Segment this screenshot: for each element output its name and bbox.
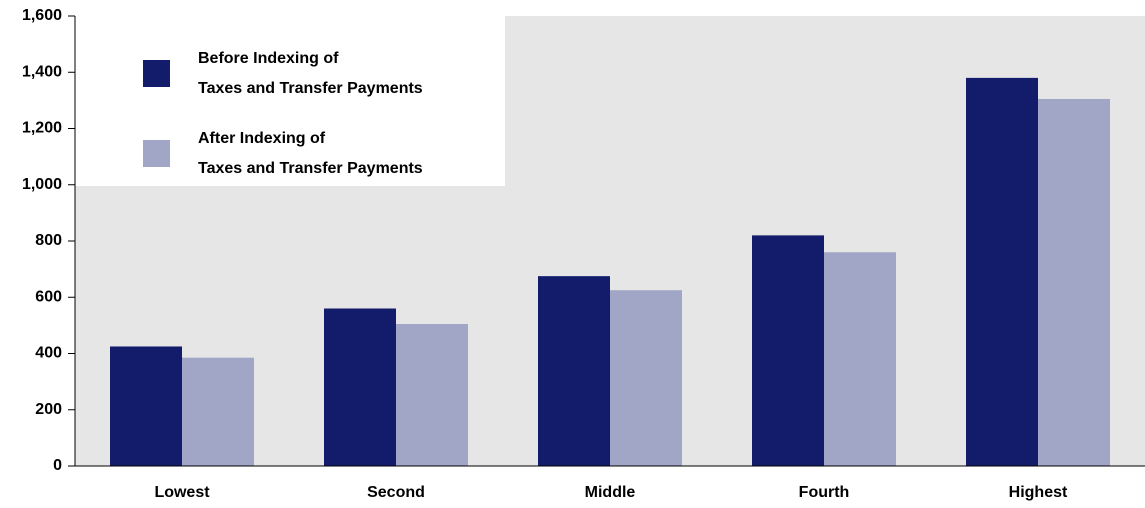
bar bbox=[966, 77, 1038, 466]
x-tick-label: Second bbox=[367, 484, 425, 501]
bar bbox=[824, 252, 896, 466]
bar bbox=[396, 323, 468, 466]
bar bbox=[182, 357, 254, 466]
bar bbox=[610, 290, 682, 466]
bar bbox=[538, 276, 610, 466]
x-tick-label: Fourth bbox=[799, 484, 850, 501]
x-tick-label: Lowest bbox=[154, 484, 210, 501]
y-tick-label: 1,000 bbox=[22, 176, 62, 193]
bar bbox=[324, 308, 396, 466]
y-tick-label: 600 bbox=[35, 288, 62, 305]
y-tick-label: 1,600 bbox=[22, 7, 62, 24]
bar bbox=[752, 235, 824, 466]
x-tick-label: Middle bbox=[585, 484, 636, 501]
y-tick-label: 200 bbox=[35, 401, 62, 418]
bar bbox=[110, 346, 182, 466]
y-tick-label: 1,200 bbox=[22, 120, 62, 137]
legend-swatch bbox=[143, 60, 170, 87]
legend-label: Before Indexing of Taxes and Transfer Pa… bbox=[198, 50, 423, 97]
legend-label: After Indexing of Taxes and Transfer Pay… bbox=[198, 130, 423, 177]
y-tick-label: 800 bbox=[35, 232, 62, 249]
y-tick-label: 0 bbox=[53, 457, 62, 474]
x-tick-label: Highest bbox=[1009, 484, 1068, 501]
bar bbox=[1038, 98, 1110, 466]
legend-swatch bbox=[143, 140, 170, 167]
y-tick-label: 1,400 bbox=[22, 63, 62, 80]
y-tick-label: 400 bbox=[35, 345, 62, 362]
